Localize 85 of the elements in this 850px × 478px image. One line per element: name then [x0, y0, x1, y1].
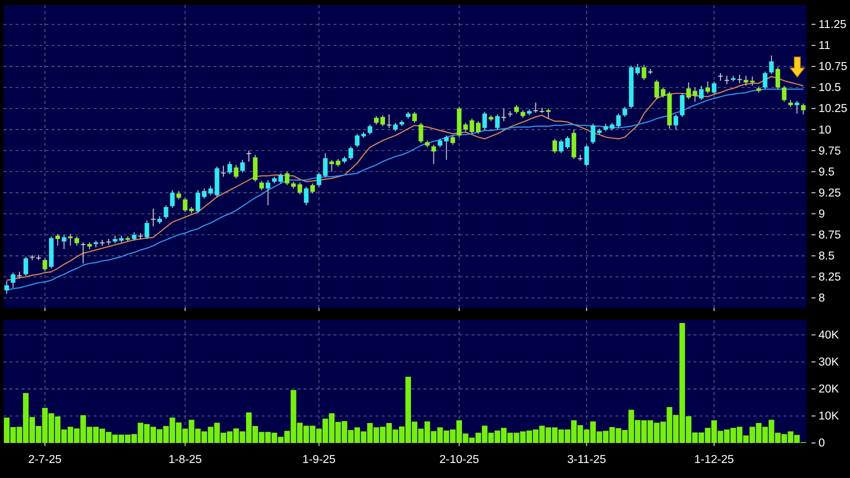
candlestick: [699, 85, 704, 101]
x-tick-label: 1-12-25: [694, 454, 734, 466]
candlestick: [546, 108, 551, 120]
candlestick: [55, 233, 60, 246]
candlestick: [794, 100, 800, 114]
candlestick: [196, 190, 200, 214]
candlestick: [164, 204, 168, 220]
candlestick: [705, 81, 710, 94]
candlestick: [348, 146, 354, 160]
candlestick: [10, 272, 16, 288]
candlestick: [386, 114, 392, 128]
candlestick: [266, 180, 270, 206]
y-tick-label: 10: [818, 124, 832, 136]
candlestick: [412, 111, 417, 124]
y-tick-label: 11.25: [818, 19, 846, 32]
y-tick-label: 40K: [818, 330, 840, 342]
y-tick-label: 9.25: [818, 187, 841, 200]
y-tick-label: 8.25: [818, 272, 841, 284]
y-tick-label: 9.75: [818, 145, 841, 158]
y-tick-label: 0: [818, 438, 825, 450]
candlestick: [450, 134, 456, 146]
candlestick: [42, 258, 48, 272]
candlestick: [150, 208, 156, 227]
candlestick: [622, 106, 628, 118]
candlestick: [246, 150, 252, 162]
candlestick: [501, 108, 506, 122]
y-tick-label: 10K: [818, 410, 840, 423]
y-tick-label: 9: [818, 208, 825, 220]
y-tick-label: 30K: [818, 356, 840, 369]
candlestick: [482, 111, 487, 130]
x-tick-label: 2-10-25: [439, 454, 479, 466]
candlestick: [259, 180, 264, 191]
candlestick: [284, 171, 290, 186]
candlestick: [584, 144, 589, 168]
candlestick: [24, 256, 28, 277]
candlestick: [80, 242, 86, 264]
candlestick: [718, 72, 723, 82]
candlestick: [170, 190, 175, 208]
candlestick: [418, 122, 424, 144]
candlestick: [240, 159, 245, 173]
candlestick: [495, 114, 500, 130]
y-tick-label: 9.5: [818, 166, 834, 178]
candlestick: [227, 161, 232, 175]
candlestick: [354, 133, 360, 148]
candlestick: [62, 234, 66, 250]
x-tick-label: 3-11-25: [567, 454, 606, 466]
candlestick: [4, 280, 9, 294]
candlestick: [801, 102, 806, 115]
candlestick: [712, 81, 716, 95]
candlestick: [368, 124, 372, 136]
x-tick-label: 1-8-25: [168, 454, 202, 466]
y-tick-label: 10.75: [818, 61, 848, 74]
y-tick-label: 10.5: [818, 82, 841, 94]
y-tick-label: 8: [818, 292, 825, 305]
candlestick: [680, 92, 685, 118]
candlestick: [431, 144, 436, 165]
y-tick-label: 8.75: [818, 229, 841, 242]
y-tick-label: 11: [818, 40, 830, 52]
y-tick-label: 8.5: [818, 250, 834, 262]
x-tick-label: 2-7-25: [28, 454, 62, 466]
candlestick: [642, 64, 646, 80]
candlestick: [552, 138, 558, 154]
candlestick: [533, 102, 538, 114]
candlestick: [380, 114, 385, 127]
candlestick: [476, 120, 481, 134]
candlestick: [762, 70, 768, 90]
candlestick: [329, 159, 334, 172]
candlestick: [221, 165, 226, 178]
candlestick: [278, 172, 284, 184]
candlestick: [252, 154, 258, 182]
x-tick-label: 1-9-25: [302, 454, 336, 466]
y-tick-label: 10.25: [818, 103, 848, 116]
candlestick: [776, 66, 780, 90]
candlestick: [74, 236, 80, 246]
candlestick: [769, 55, 774, 75]
y-tick-label: 20K: [818, 384, 840, 396]
candlestick: [202, 188, 207, 200]
candlestick: [144, 220, 150, 240]
candlestick: [782, 85, 786, 102]
candlestick: [304, 186, 309, 206]
candlestick: [234, 164, 238, 179]
candlestick: [654, 79, 660, 100]
candlestick: [674, 114, 678, 130]
candlestick: [310, 182, 315, 194]
candlestick: [635, 63, 640, 76]
